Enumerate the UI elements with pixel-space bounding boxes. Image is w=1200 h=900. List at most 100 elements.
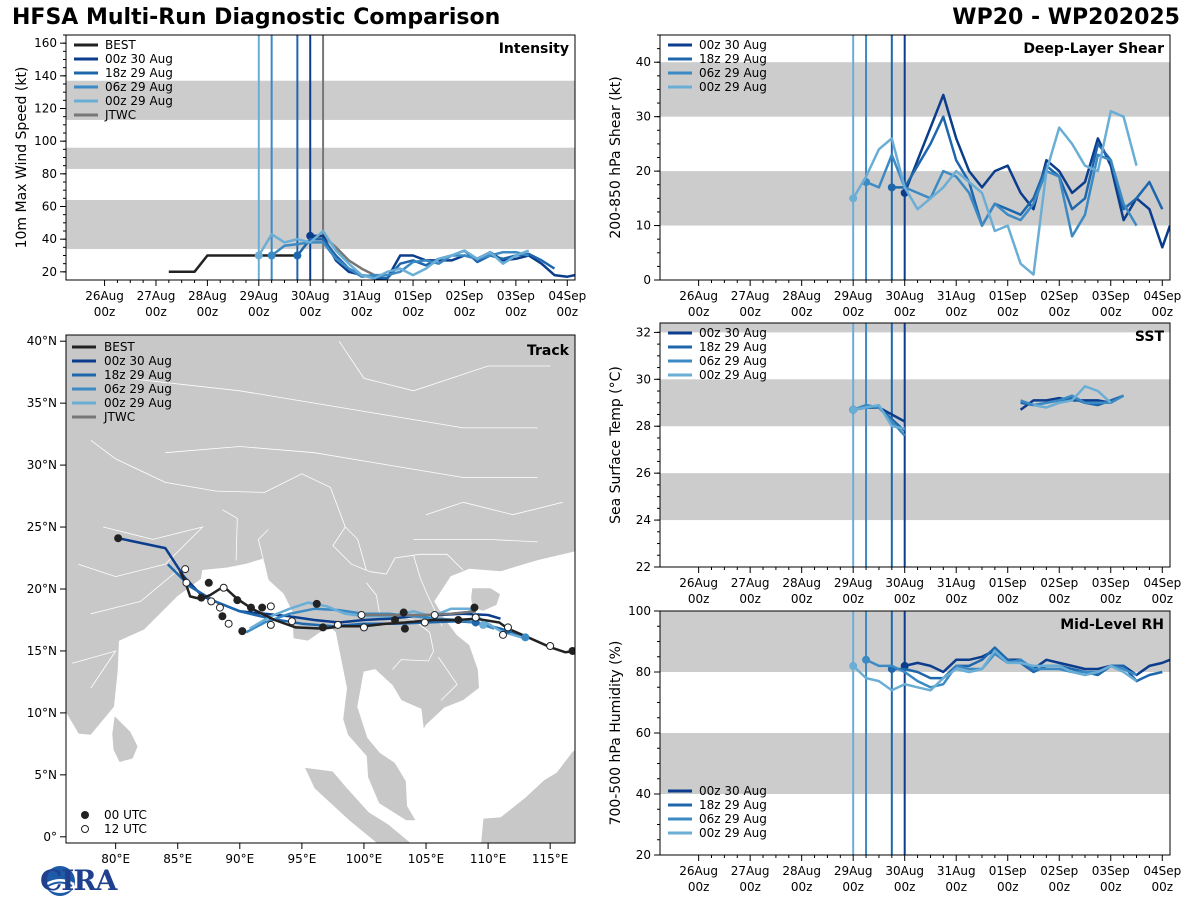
legend-label: 00z 30 Aug: [699, 784, 767, 798]
x-tick-label: 00z: [1048, 305, 1070, 319]
point-00utc: [400, 624, 409, 633]
legend-label: 12 UTC: [104, 822, 147, 836]
x-tick-label: 00z: [791, 880, 813, 894]
band: [660, 62, 1170, 117]
band: [660, 323, 1170, 333]
x-tick-label: 00z: [1048, 592, 1070, 606]
storm-id-title: WP20 - WP202025: [952, 5, 1180, 30]
panel-shear: 26Aug 00z 27Aug 00z 28Aug 00z 29Aug 00z 30Aug 00z…: [608, 34, 1181, 319]
x-tick-label: 03Sep: [1092, 289, 1130, 303]
point-00utc: [246, 603, 255, 612]
y-tick-label: 28: [636, 419, 651, 433]
point-12utc: [266, 602, 275, 611]
x-tick-label: 00z: [997, 880, 1019, 894]
legend-label: 06z 29 Aug: [699, 354, 767, 368]
x-tick-label: 00z: [688, 305, 710, 319]
x-tick-label: 26Aug: [679, 864, 718, 878]
x-tick-label: 00z: [1151, 305, 1173, 319]
x-tick-label: 02Sep: [1040, 864, 1078, 878]
legend-label: BEST: [105, 38, 136, 52]
x-tick-label: 90°E: [225, 852, 254, 866]
x-tick-label: 00z: [739, 592, 761, 606]
x-tick-label: 31Aug: [937, 864, 976, 878]
y-tick-label: 22: [636, 560, 651, 574]
border-line: [72, 650, 117, 689]
x-tick-label: 00z: [556, 305, 578, 319]
point-00utc: [470, 603, 479, 612]
init-marker: [849, 194, 858, 203]
legend-label: 06z 29 Aug: [104, 382, 172, 396]
legend-label: 06z 29 Aug: [699, 812, 767, 826]
point-12utc: [503, 623, 512, 632]
x-tick-label: 00z: [248, 305, 270, 319]
band: [660, 611, 1170, 672]
legend-marker: [81, 811, 89, 819]
panel-title: Mid-Level RH: [1060, 617, 1164, 633]
init-marker: [862, 655, 871, 664]
legend-label: 00z 29 Aug: [699, 826, 767, 840]
point-12utc: [181, 565, 190, 574]
legend-label: 00z 30 Aug: [699, 326, 767, 340]
y-tick-label: 40°N: [27, 334, 57, 348]
panel-title: Track: [527, 343, 570, 359]
x-tick-label: 31Aug: [937, 289, 976, 303]
y-tick-label: 80: [636, 665, 651, 679]
legend-label: 00 UTC: [104, 808, 147, 822]
panel-intensity: 26Aug 00z 27Aug 00z 28Aug 00z 29Aug 00z 30Aug 00z…: [14, 34, 586, 319]
band: [66, 199, 575, 249]
x-tick-label: 105°E: [408, 852, 445, 866]
x-tick-label: 29Aug: [834, 864, 873, 878]
point-00utc: [399, 608, 408, 617]
point-00utc: [312, 599, 321, 608]
x-tick-label: 00z: [894, 880, 916, 894]
x-tick-label: 28Aug: [782, 289, 821, 303]
series-line: [168, 254, 298, 274]
plot-frame: [659, 322, 1171, 568]
y-tick-label: 30: [636, 110, 651, 124]
band: [660, 473, 1170, 521]
x-tick-label: 00z: [1048, 880, 1070, 894]
x-tick-label: 00z: [454, 305, 476, 319]
y-tick-label: 15°N: [27, 644, 57, 658]
x-tick-label: 00z: [842, 880, 864, 894]
x-tick-label: 29Aug: [834, 289, 873, 303]
y-tick-label: 40: [636, 787, 651, 801]
page-title: HFSA Multi-Run Diagnostic Comparison: [12, 5, 501, 30]
x-tick-label: 29Aug: [239, 289, 278, 303]
y-tick-label: 20: [636, 164, 651, 178]
y-tick-label: 100: [34, 134, 57, 148]
border-line: [366, 582, 434, 670]
y-tick-label: 0: [643, 273, 651, 287]
x-tick-label: 00z: [688, 880, 710, 894]
x-tick-label: 01Sep: [989, 289, 1027, 303]
y-tick-label: 60: [636, 726, 651, 740]
x-tick-label: 00z: [997, 305, 1019, 319]
x-tick-label: 00z: [842, 592, 864, 606]
point-12utc: [219, 583, 228, 592]
x-tick-label: 00z: [299, 305, 321, 319]
y-tick-label: 140: [34, 69, 57, 83]
x-tick-label: 29Aug: [834, 576, 873, 590]
band: [66, 80, 575, 120]
x-tick-label: 27Aug: [731, 289, 770, 303]
x-tick-label: 00z: [945, 880, 967, 894]
x-tick-label: 00z: [402, 305, 424, 319]
point-00utc: [218, 612, 227, 621]
point-12utc: [182, 578, 191, 587]
x-tick-label: 30Aug: [885, 576, 924, 590]
init-marker: [306, 231, 315, 240]
panel-sst: 26Aug 00z 27Aug 00z 28Aug 00z 29Aug 00z 30Aug 00z…: [608, 322, 1181, 606]
x-tick-label: 02Sep: [1040, 289, 1078, 303]
border-line: [413, 539, 538, 543]
border-line: [165, 446, 538, 478]
panel-title: Intensity: [499, 41, 569, 57]
x-tick-label: 115°E: [532, 852, 569, 866]
band: [66, 147, 575, 169]
cira-logo: CIRA: [40, 864, 117, 897]
panel-rh: 26Aug 00z 27Aug 00z 28Aug 00z 29Aug 00z 30Aug 00z…: [608, 604, 1181, 894]
x-tick-label: 00z: [197, 305, 219, 319]
map-area: [66, 335, 575, 843]
forecast-track: [357, 610, 476, 617]
y-tick-label: 20°N: [27, 582, 57, 596]
x-tick-label: 00z: [945, 592, 967, 606]
